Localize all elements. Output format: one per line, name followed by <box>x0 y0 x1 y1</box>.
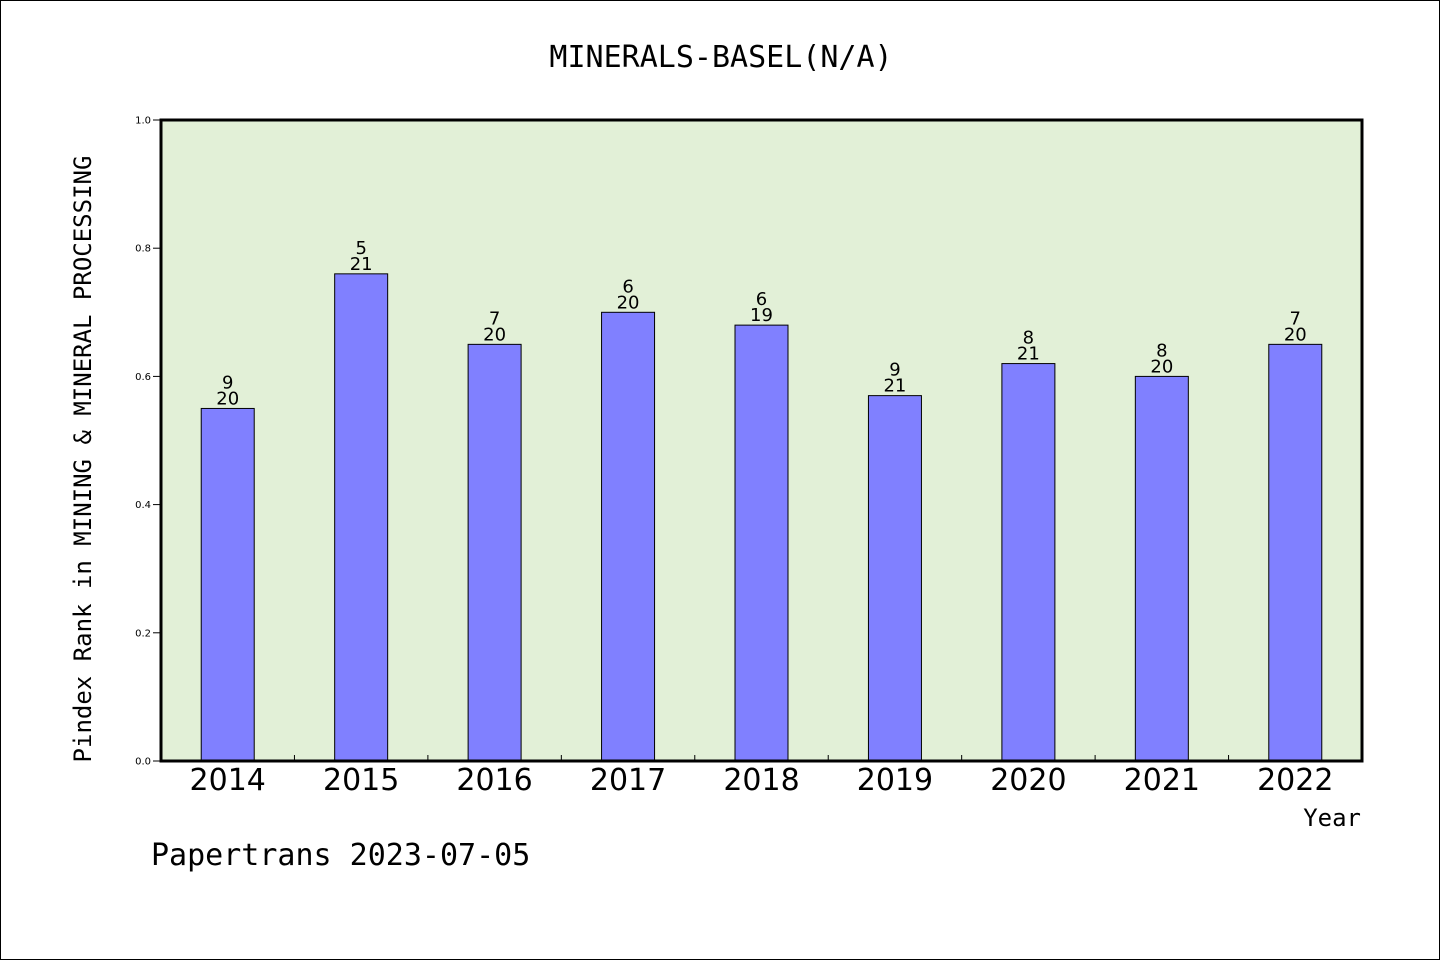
y-tick-label: 0.2 <box>135 628 151 639</box>
bar-total-label: 20 <box>617 292 640 313</box>
bar-total-label: 20 <box>216 388 239 409</box>
bar-rank-label: 6 <box>622 276 633 297</box>
bars-group <box>200 273 1323 762</box>
y-axis-label: Pindex Rank in MINING & MINERAL PROCESSI… <box>69 156 97 763</box>
y-tick-label: 1.0 <box>135 116 151 127</box>
bar <box>467 343 522 762</box>
x-tick-label: 2020 <box>990 763 1066 798</box>
chart-title: MINERALS-BASEL(N/A) <box>549 40 892 75</box>
bar-total-label: 21 <box>1017 344 1040 365</box>
y-tick-label: 0.6 <box>135 372 151 383</box>
bar-rank-label: 8 <box>1156 340 1167 361</box>
bar-total-label: 21 <box>350 254 373 275</box>
bar-total-label: 20 <box>1150 356 1173 377</box>
bar-rank-label: 9 <box>889 360 900 381</box>
x-axis-label: Year <box>1303 804 1361 832</box>
bar <box>1268 343 1323 762</box>
bar-total-label: 21 <box>883 376 906 397</box>
x-axis-ticks: 2014 2015 2016 2017 2018 2019 2020 2021 2022 <box>190 755 1333 798</box>
bar <box>1001 363 1056 762</box>
y-axis-ticks: 0.0 0.2 0.4 0.6 0.8 1.0 <box>135 116 161 768</box>
bar-rank-label: 8 <box>1023 328 1034 349</box>
bar-rank-label: 7 <box>1290 308 1301 329</box>
x-tick-label: 2021 <box>1124 763 1200 798</box>
bar-rank-label: 9 <box>222 372 233 393</box>
bar-rank-label: 5 <box>355 238 366 259</box>
bar <box>200 407 255 762</box>
x-tick-label: 2016 <box>456 763 532 798</box>
bar <box>334 273 389 762</box>
x-tick-label: 2022 <box>1257 763 1333 798</box>
x-tick-label: 2017 <box>590 763 666 798</box>
x-tick-label: 2014 <box>190 763 266 798</box>
y-tick-label: 0.4 <box>135 500 151 511</box>
bar-total-label: 19 <box>750 305 773 326</box>
x-tick-label: 2018 <box>723 763 799 798</box>
plot-border <box>159 118 1364 763</box>
y-tick-label: 0.8 <box>135 244 151 255</box>
y-tick-label: 0.0 <box>135 757 151 768</box>
footer-text: Papertrans 2023-07-05 <box>151 838 530 873</box>
bar <box>867 395 922 762</box>
bar <box>734 324 789 762</box>
bar <box>601 311 656 762</box>
bar-rank-label: 6 <box>756 289 767 310</box>
bar-total-label: 20 <box>1284 324 1307 345</box>
x-tick-label: 2019 <box>857 763 933 798</box>
bar-rank-label: 7 <box>489 308 500 329</box>
x-tick-label: 2015 <box>323 763 399 798</box>
bar-total-label: 20 <box>483 324 506 345</box>
bar <box>1134 375 1189 762</box>
